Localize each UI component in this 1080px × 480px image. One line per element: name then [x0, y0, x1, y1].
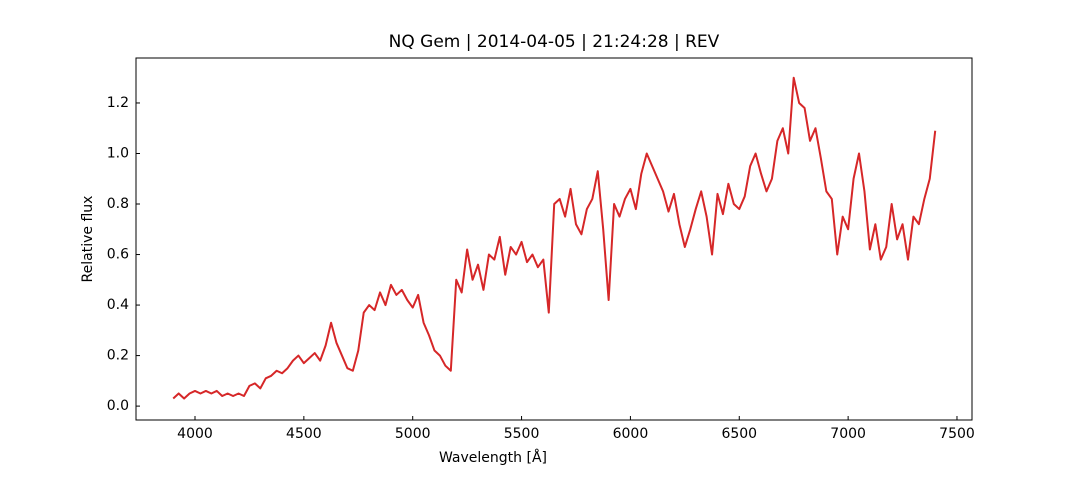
y-tick-label: 0.0 — [107, 398, 129, 414]
chart-title: NQ Gem | 2014-04-05 | 21:24:28 | REV — [389, 32, 720, 52]
x-tick-label: 4000 — [177, 426, 213, 442]
y-axis-label: Relative flux — [80, 196, 96, 283]
x-tick-label: 7500 — [939, 426, 975, 442]
x-tick-label: 5000 — [395, 426, 431, 442]
y-tick-label: 0.2 — [107, 348, 129, 364]
y-tick-label: 1.2 — [107, 95, 129, 111]
y-tick-label: 0.4 — [107, 297, 129, 313]
y-tick-label: 1.0 — [107, 145, 129, 161]
x-axis-label: Wavelength [Å] — [439, 449, 547, 466]
x-tick-label: 6000 — [613, 426, 649, 442]
y-tick-label: 0.6 — [107, 247, 129, 263]
x-tick-label: 7000 — [830, 426, 866, 442]
x-tick-label: 4500 — [286, 426, 322, 442]
x-tick-label: 5500 — [504, 426, 540, 442]
y-tick-label: 0.8 — [107, 196, 129, 212]
plot-frame — [135, 57, 973, 421]
x-tick-label: 6500 — [721, 426, 757, 442]
spectrum-line — [172, 76, 937, 400]
